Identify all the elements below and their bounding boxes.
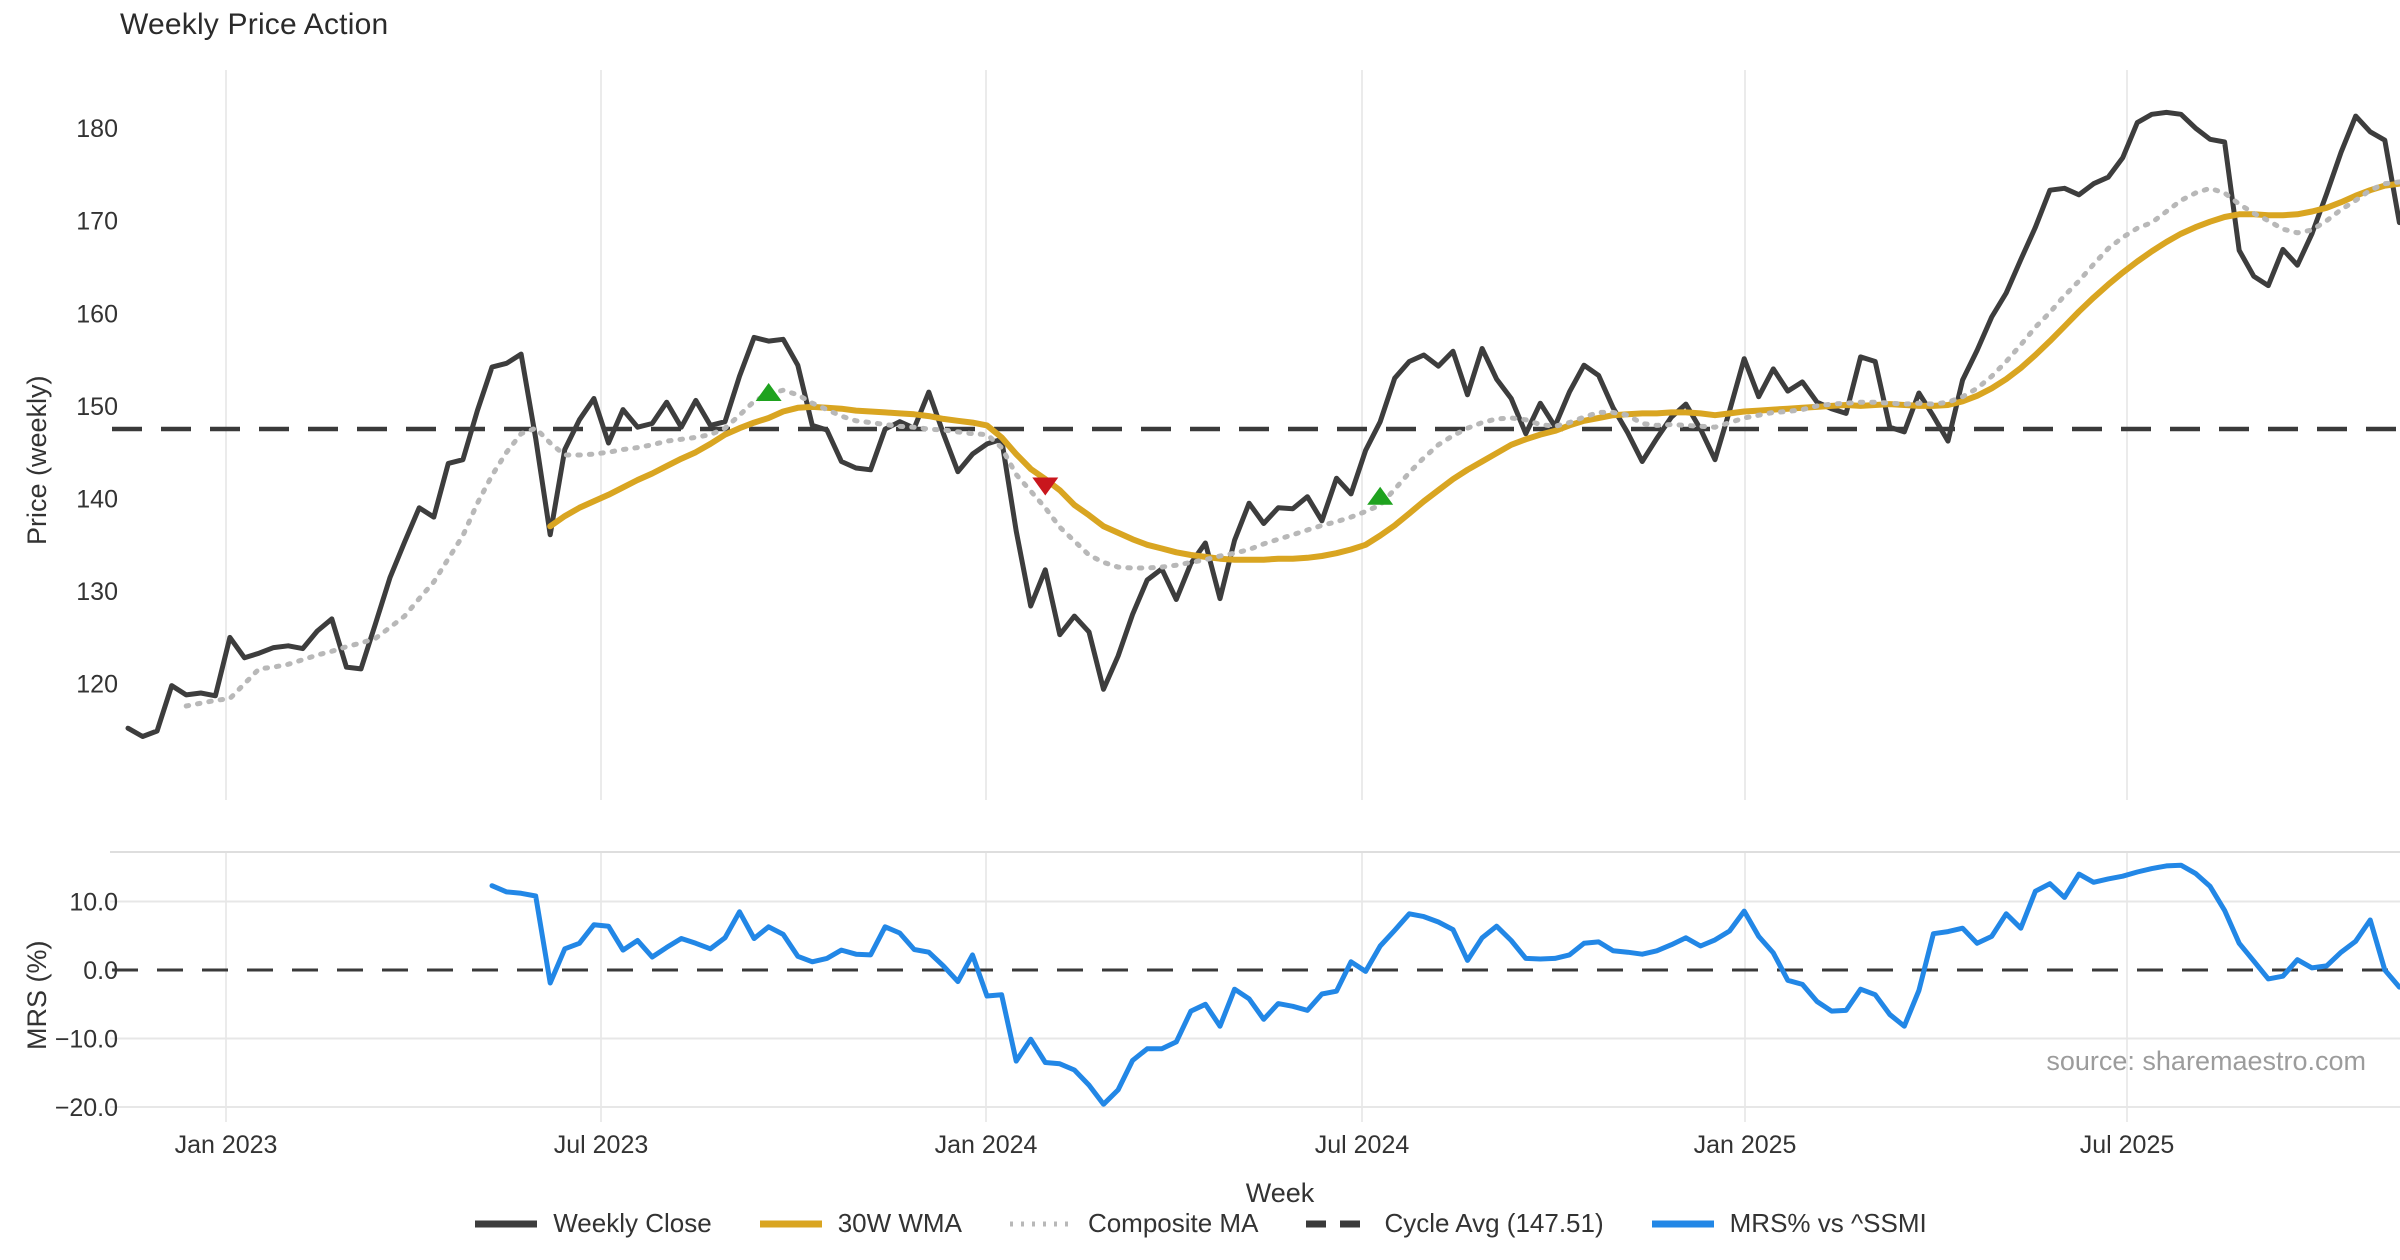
series-30w-wma xyxy=(547,180,2400,563)
price-tick-label: 140 xyxy=(76,486,118,514)
mrs-tick-label: −20.0 xyxy=(55,1094,118,1122)
x-tick-label: Jul 2025 xyxy=(2080,1131,2175,1159)
legend-item-30w-wma: 30W WMA xyxy=(758,1208,962,1239)
x-axis-label: Week xyxy=(1245,1178,1315,1208)
legend-item-composite-ma: Composite MA xyxy=(1008,1208,1259,1239)
price-tick-label: 130 xyxy=(76,578,118,606)
mrs-tick-label: −10.0 xyxy=(55,1026,118,1054)
legend-swatch-icon xyxy=(475,1220,538,1227)
signal-marker-down-icon xyxy=(1032,477,1059,496)
signal-marker-up-icon xyxy=(755,383,782,402)
legend-swatch-icon xyxy=(759,1220,822,1227)
price-tick-label: 170 xyxy=(76,208,118,236)
x-tick-label: Jan 2024 xyxy=(935,1131,1038,1159)
mrs-tick-label: 0.0 xyxy=(83,957,118,985)
legend: Weekly Close 30W WMA Composite MA Cycle Avg… xyxy=(0,1208,2400,1239)
legend-item-cycle-avg-147-51-: Cycle Avg (147.51) xyxy=(1304,1208,1604,1239)
x-tick-label: Jul 2023 xyxy=(554,1131,649,1159)
price-tick-label: 160 xyxy=(76,300,118,328)
legend-label: Cycle Avg (147.51) xyxy=(1384,1208,1604,1238)
price-tick-label: 180 xyxy=(76,115,118,143)
price-tick-label: 150 xyxy=(76,393,118,421)
mrs-axis-label: MRS (%) xyxy=(22,940,52,1051)
legend-swatch-icon xyxy=(1651,1220,1714,1227)
legend-label: MRS% vs ^SSMI xyxy=(1729,1208,1927,1238)
legend-item-weekly-close: Weekly Close xyxy=(473,1208,712,1239)
x-tick-label: Jul 2024 xyxy=(1315,1131,1410,1159)
price-tick-label: 120 xyxy=(76,671,118,699)
legend-item-mrs-vs-ssmi: MRS% vs ^SSMI xyxy=(1650,1208,1927,1239)
series-mrs-vs-ssmi xyxy=(489,862,2400,1107)
series-weekly-close xyxy=(125,109,2400,739)
legend-label: Composite MA xyxy=(1087,1208,1259,1238)
legend-label: 30W WMA xyxy=(837,1208,962,1238)
series-composite-ma xyxy=(183,179,2400,709)
x-tick-label: Jan 2023 xyxy=(175,1131,278,1159)
legend-label: Weekly Close xyxy=(553,1208,712,1238)
signal-marker-up-icon xyxy=(1367,486,1394,505)
price-axis-label: Price (weekly) xyxy=(22,375,52,545)
x-tick-label: Jan 2025 xyxy=(1694,1131,1797,1159)
mrs-tick-label: 10.0 xyxy=(69,889,118,917)
legend-swatch-icon xyxy=(1306,1220,1369,1227)
legend-swatch-icon xyxy=(1009,1221,1072,1226)
source-note: source: sharemaestro.com xyxy=(2046,1046,2366,1076)
chart-title: Weekly Price Action xyxy=(120,8,389,41)
